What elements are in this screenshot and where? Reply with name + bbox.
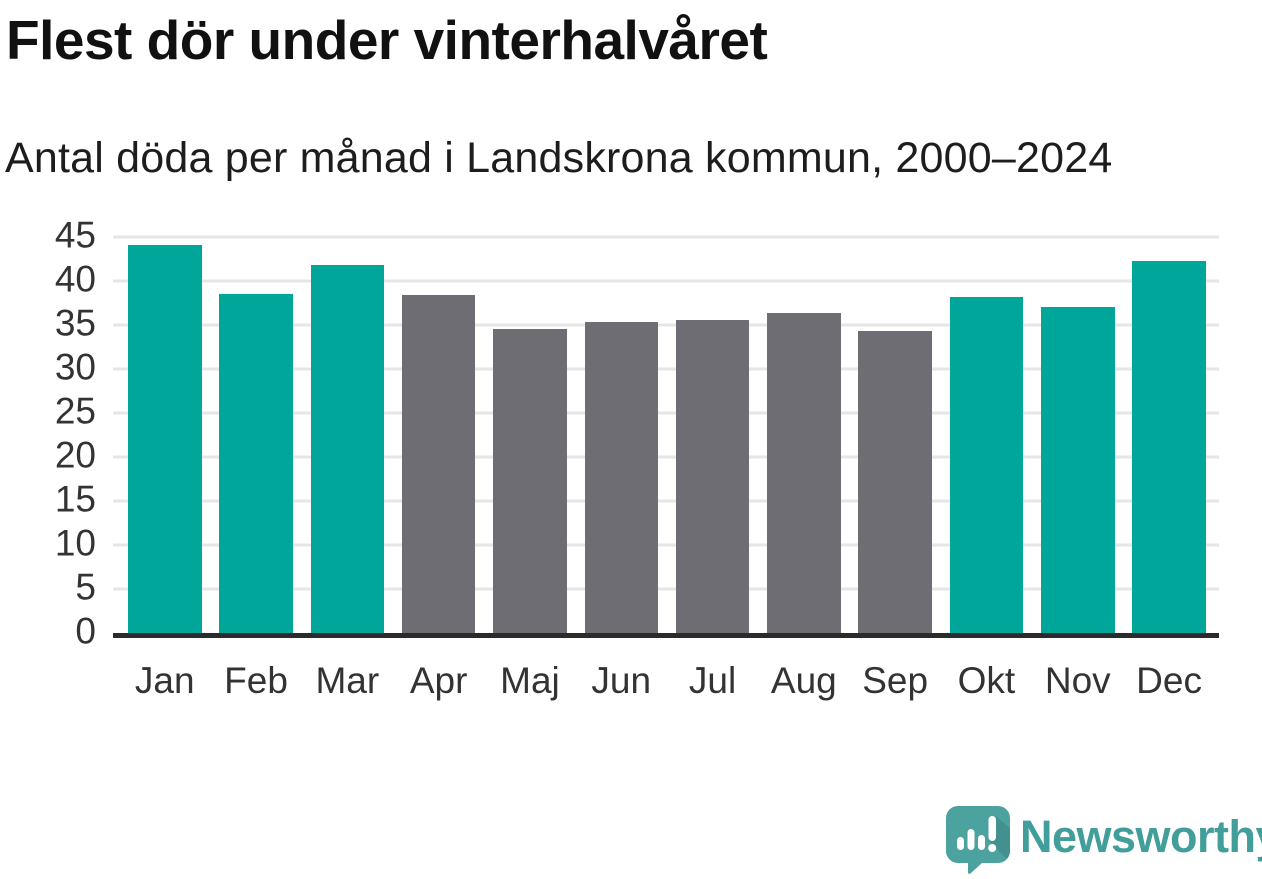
gridline-15 bbox=[113, 499, 1219, 503]
newsworthy-logo-text: Newsworthy bbox=[1020, 810, 1262, 862]
x-axis-month-labels: Jan Feb Mar Apr Maj Jun Jul Aug Sep Okt Nov Dec bbox=[113, 660, 1219, 711]
gridline-35 bbox=[113, 323, 1219, 327]
y-tick-label-5: 5 bbox=[75, 566, 96, 608]
exclamation-dot bbox=[988, 844, 997, 852]
gridline-20 bbox=[113, 455, 1219, 459]
y-tick-label-0: 0 bbox=[75, 610, 96, 652]
x-tick-label-jul: Jul bbox=[688, 660, 737, 701]
bar-jan bbox=[128, 244, 202, 633]
gridline-25 bbox=[113, 411, 1219, 415]
gridline-40 bbox=[113, 279, 1219, 283]
logo-footer: Newsworthy bbox=[946, 806, 1262, 874]
x-tick-label-jun: Jun bbox=[591, 660, 652, 701]
bar-mar bbox=[310, 265, 385, 633]
x-tick-label-apr: Apr bbox=[409, 660, 468, 701]
x-tick-label-feb: Feb bbox=[224, 660, 288, 701]
bar-jul bbox=[675, 319, 750, 633]
bar-okt bbox=[949, 296, 1024, 633]
bar-dec bbox=[1132, 260, 1206, 633]
bar-chart-plot-area bbox=[113, 235, 1219, 638]
x-tick-label-aug: Aug bbox=[770, 660, 837, 701]
y-tick-label-45: 45 bbox=[54, 214, 96, 256]
bar-apr bbox=[401, 295, 476, 633]
y-tick-label-20: 20 bbox=[54, 434, 96, 476]
x-tick-label-sep: Sep bbox=[862, 660, 929, 701]
bar-sep bbox=[858, 331, 932, 633]
x-tick-label-mar: Mar bbox=[315, 660, 380, 701]
bar-jun bbox=[584, 322, 658, 633]
mini-bar-3 bbox=[978, 835, 985, 850]
gridline-10 bbox=[113, 543, 1219, 547]
x-tick-label-nov: Nov bbox=[1044, 660, 1111, 701]
gridline-45 bbox=[113, 235, 1219, 239]
gridline-30 bbox=[113, 367, 1219, 371]
y-tick-label-35: 35 bbox=[54, 302, 96, 344]
newsworthy-logo-icon bbox=[946, 806, 1010, 874]
y-tick-label-30: 30 bbox=[54, 346, 96, 388]
y-tick-label-10: 10 bbox=[54, 522, 96, 564]
bar-nov bbox=[1041, 307, 1115, 633]
y-axis-tick-labels: 0 5 10 15 20 25 30 35 40 45 bbox=[0, 217, 96, 650]
bar-aug bbox=[767, 312, 841, 633]
mini-bar-2 bbox=[967, 829, 975, 850]
bar-maj bbox=[493, 328, 567, 633]
x-tick-label-okt: Okt bbox=[957, 660, 1016, 701]
y-tick-label-25: 25 bbox=[54, 390, 96, 432]
x-tick-label-jan: Jan bbox=[134, 660, 195, 701]
x-tick-label-maj: Maj bbox=[500, 660, 560, 701]
x-tick-label-dec: Dec bbox=[1136, 660, 1202, 701]
gridline-5 bbox=[113, 587, 1219, 591]
y-tick-label-15: 15 bbox=[54, 478, 96, 520]
chart-title: Flest dör under vinterhalvåret bbox=[6, 9, 768, 71]
mini-bar-1 bbox=[957, 837, 964, 850]
chart-subtitle: Antal döda per månad i Landskrona kommun… bbox=[5, 134, 1113, 182]
y-tick-label-40: 40 bbox=[54, 258, 96, 300]
bar-feb bbox=[219, 294, 293, 633]
exclamation-bar bbox=[988, 816, 996, 841]
